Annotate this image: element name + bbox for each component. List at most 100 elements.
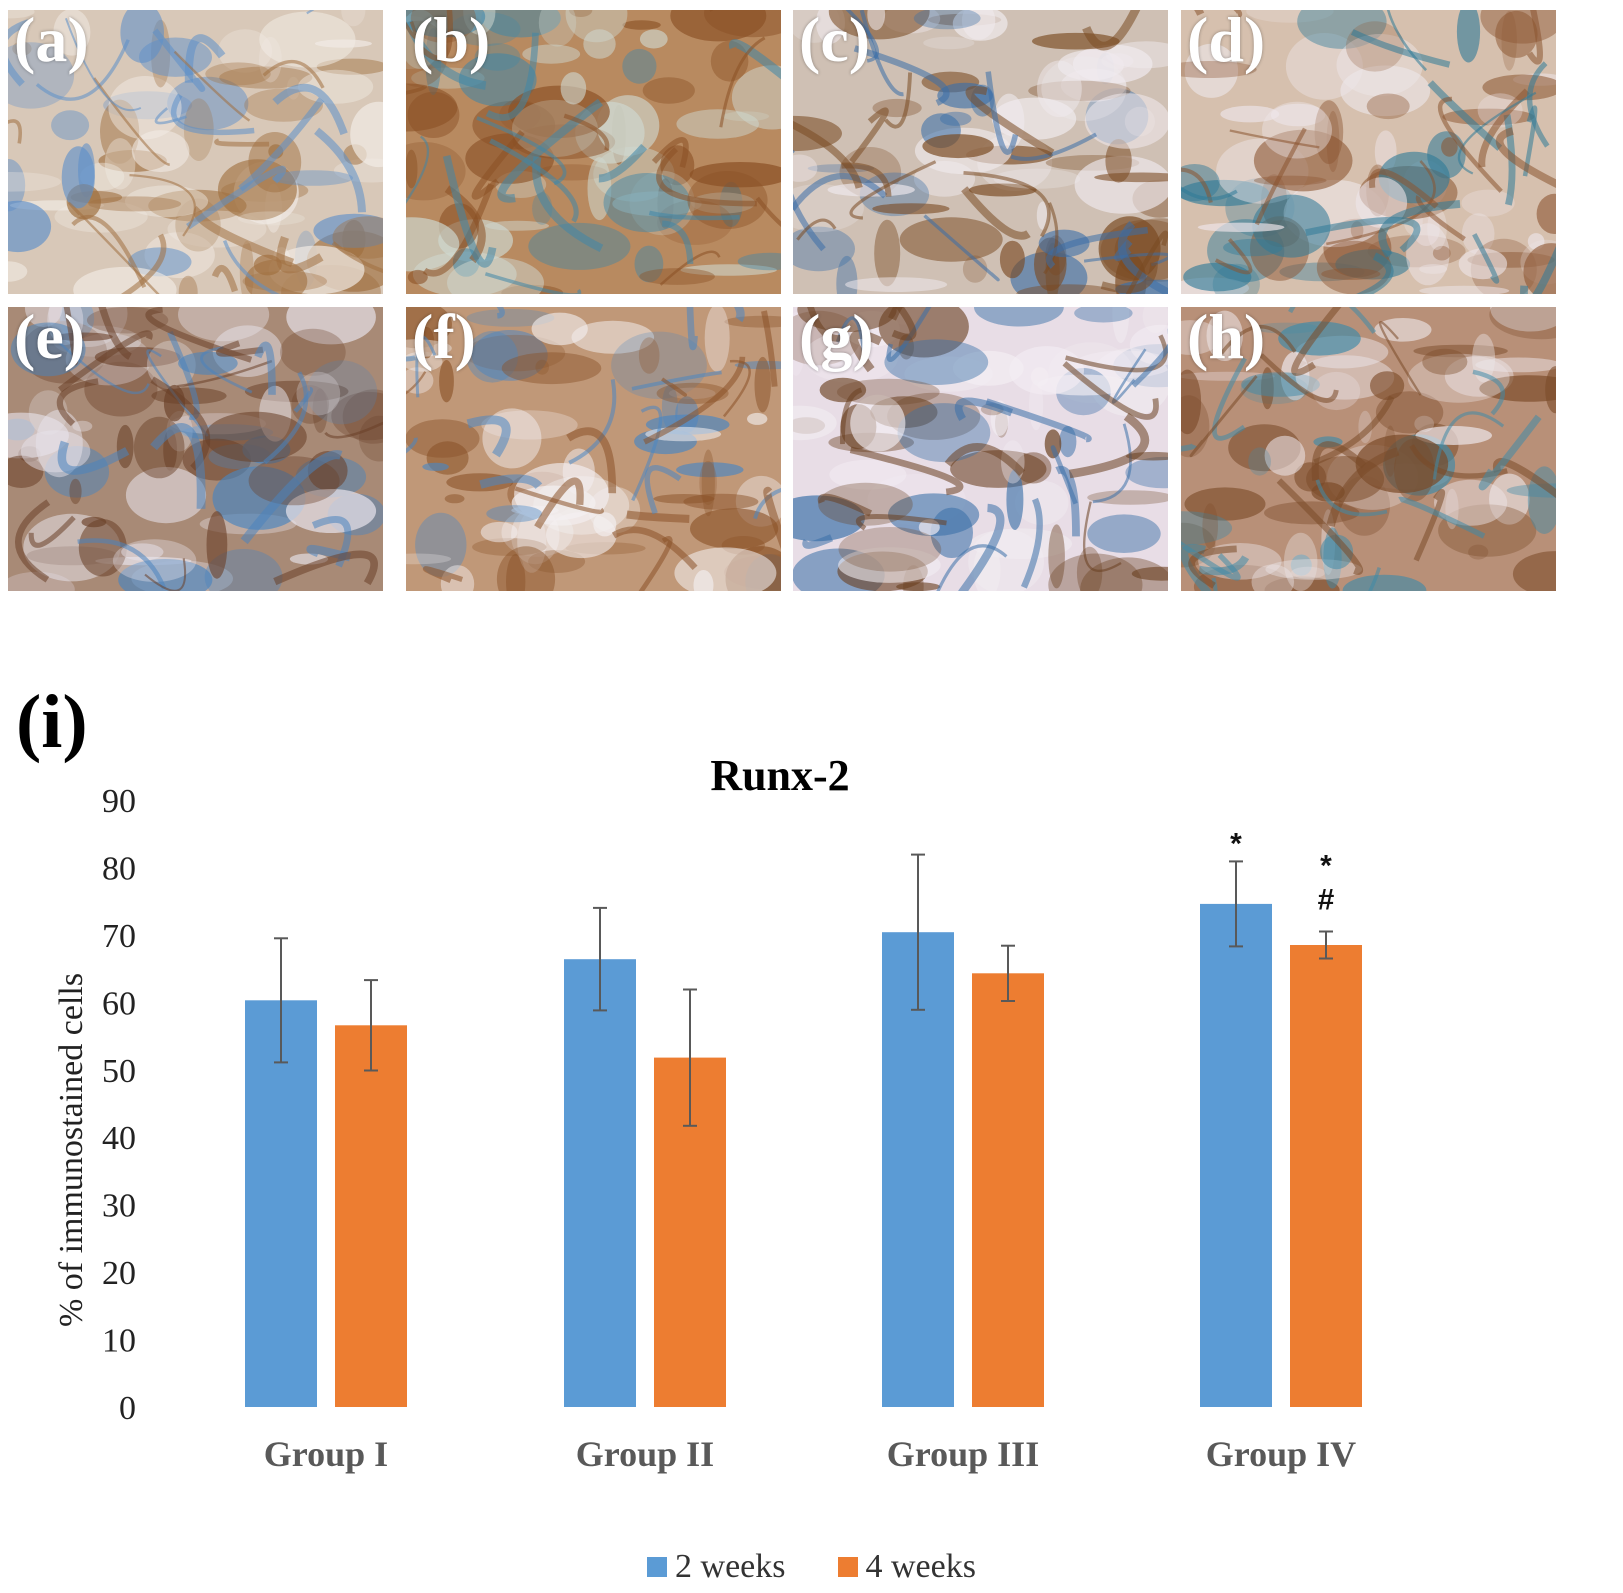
texture-blob xyxy=(1076,546,1103,591)
texture-fiber xyxy=(28,515,76,548)
texture-blob xyxy=(341,10,366,27)
texture-blob xyxy=(1094,172,1168,183)
texture-blob xyxy=(464,334,566,372)
texture-blob xyxy=(1489,307,1556,340)
texture-blob xyxy=(1536,193,1556,234)
bar xyxy=(882,932,954,1407)
texture-fiber xyxy=(415,335,437,398)
texture-blob xyxy=(793,115,842,152)
error-bar xyxy=(274,937,288,1064)
texture-fiber xyxy=(93,77,171,166)
texture-blob xyxy=(410,10,476,43)
texture-blob xyxy=(206,511,228,579)
texture-blob xyxy=(286,307,376,345)
texture-blob xyxy=(472,538,547,556)
texture-fiber xyxy=(1212,357,1247,441)
texture-blob xyxy=(178,351,238,375)
texture-blob xyxy=(1184,43,1239,98)
micrograph-texture xyxy=(1181,10,1556,294)
texture-fiber xyxy=(643,356,746,445)
texture-blob xyxy=(571,320,655,354)
texture-fiber xyxy=(216,340,264,357)
texture-blob xyxy=(285,489,377,533)
texture-fiber xyxy=(485,32,539,121)
texture-blob xyxy=(1057,49,1124,81)
texture-blob xyxy=(1105,139,1132,183)
texture-blob xyxy=(1074,307,1133,323)
texture-fiber xyxy=(1181,167,1213,204)
texture-blob xyxy=(1246,10,1334,23)
texture-fiber xyxy=(406,371,427,395)
texture-fiber xyxy=(466,415,511,458)
texture-blob xyxy=(81,516,107,528)
texture-fiber xyxy=(1437,96,1503,193)
texture-blob xyxy=(444,494,465,504)
texture-blob xyxy=(8,455,44,488)
texture-blob xyxy=(687,171,768,229)
texture-fiber xyxy=(763,486,781,550)
legend-label: 4 weeks xyxy=(865,1548,976,1585)
texture-fiber xyxy=(1198,555,1250,576)
texture-fiber xyxy=(1233,10,1243,19)
texture-fiber xyxy=(1350,29,1451,68)
texture-fiber xyxy=(1181,443,1198,452)
texture-blob xyxy=(1316,240,1392,294)
texture-blob xyxy=(639,29,668,49)
texture-blob xyxy=(8,10,35,19)
texture-blob xyxy=(1461,213,1495,255)
texture-blob xyxy=(1406,223,1450,286)
texture-fiber xyxy=(796,218,837,241)
texture-fiber xyxy=(184,34,226,83)
texture-fiber xyxy=(849,446,964,496)
texture-fiber xyxy=(1398,496,1486,539)
texture-blob xyxy=(306,360,378,425)
texture-blob xyxy=(1278,321,1361,356)
bar-series xyxy=(245,903,1362,1407)
texture-fiber xyxy=(1503,114,1516,206)
texture-fiber xyxy=(1368,567,1382,591)
texture-blob xyxy=(1340,65,1431,117)
texture-blob xyxy=(622,48,657,84)
texture-fiber xyxy=(753,487,781,520)
texture-blob xyxy=(950,450,1047,488)
texture-blob xyxy=(406,553,452,565)
texture-fiber xyxy=(1050,445,1078,505)
y-tick-label: 90 xyxy=(102,783,136,820)
texture-fiber xyxy=(35,39,130,101)
texture-blob xyxy=(913,10,981,30)
texture-blob xyxy=(1080,557,1168,591)
texture-blob xyxy=(676,462,744,478)
texture-blob xyxy=(838,547,941,583)
texture-fiber xyxy=(1125,230,1168,294)
texture-blob xyxy=(1342,574,1427,591)
texture-blob xyxy=(8,42,75,109)
texture-blob xyxy=(722,111,770,122)
bar xyxy=(564,959,636,1407)
texture-fiber xyxy=(423,566,464,584)
texture-blob xyxy=(1419,264,1448,274)
texture-blob xyxy=(481,10,561,38)
texture-blob xyxy=(838,527,942,572)
texture-fiber xyxy=(1211,577,1218,591)
texture-blob xyxy=(538,10,577,47)
texture-fiber xyxy=(1457,91,1537,175)
texture-blob xyxy=(793,154,818,182)
texture-fiber xyxy=(648,210,740,221)
texture-blob xyxy=(1320,534,1354,570)
x-category-label: Group I xyxy=(264,1434,388,1474)
texture-fiber xyxy=(406,84,428,95)
texture-blob xyxy=(10,322,86,377)
texture-blob xyxy=(999,240,1025,279)
texture-fiber xyxy=(1043,202,1059,275)
error-bar xyxy=(1001,944,1015,1002)
texture-blob xyxy=(1181,320,1221,355)
error-bar xyxy=(911,853,925,1011)
texture-blob xyxy=(884,339,989,385)
texture-fiber xyxy=(479,474,543,490)
texture-blob xyxy=(499,99,541,131)
x-category-label: Group III xyxy=(887,1434,1039,1474)
texture-fiber xyxy=(154,107,187,125)
texture-fiber xyxy=(686,307,698,351)
texture-blob xyxy=(24,307,63,328)
texture-blob xyxy=(565,10,628,43)
